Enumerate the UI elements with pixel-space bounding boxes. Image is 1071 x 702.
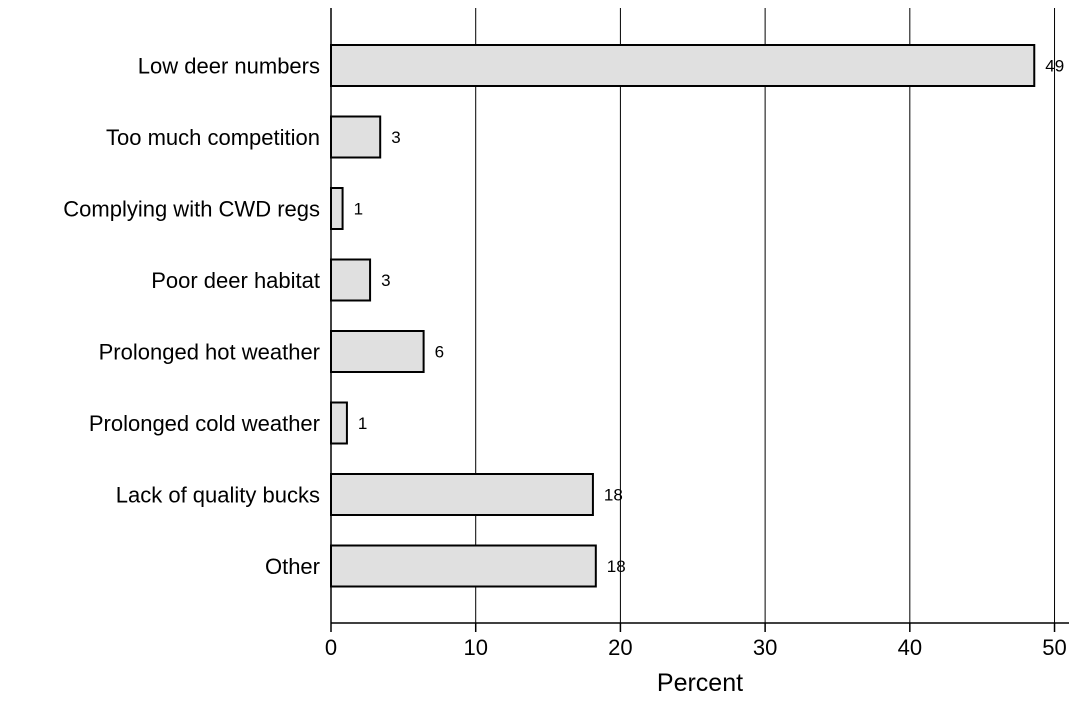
x-tick-label: 50	[1042, 635, 1066, 660]
x-axis-title: Percent	[657, 669, 743, 697]
bar	[330, 187, 344, 230]
data-label: 3	[391, 128, 400, 147]
x-tick-label: 10	[463, 635, 487, 660]
x-tick-label: 0	[325, 635, 337, 660]
bar	[330, 115, 382, 159]
x-tick-label: 30	[753, 635, 777, 660]
category-label: Poor deer habitat	[151, 268, 320, 293]
category-label: Prolonged cold weather	[89, 411, 320, 436]
x-tick-label: 20	[608, 635, 632, 660]
bar	[330, 544, 597, 588]
axes	[330, 8, 1069, 632]
category-label: Complying with CWD regs	[63, 197, 320, 222]
labels: Low deer numbers 49 Too much competition 3 C…	[63, 54, 1067, 661]
gridlines	[475, 8, 1056, 623]
data-label: 18	[607, 557, 626, 576]
category-label: Prolonged hot weather	[99, 340, 320, 365]
category-label: Other	[265, 554, 320, 579]
category-label: Too much competition	[106, 125, 320, 150]
bar	[330, 330, 425, 373]
data-label: 1	[354, 200, 363, 219]
bar	[330, 473, 594, 516]
bar	[330, 44, 1036, 87]
category-label: Low deer numbers	[138, 54, 320, 79]
bars	[330, 44, 1036, 588]
data-label: 18	[604, 486, 623, 505]
bar	[330, 258, 372, 302]
data-label: 3	[381, 271, 390, 290]
data-label: 1	[358, 414, 367, 433]
data-label: 6	[435, 343, 444, 362]
x-tick-label: 40	[898, 635, 922, 660]
bar	[330, 401, 348, 445]
data-label: 49	[1045, 57, 1064, 76]
category-label: Lack of quality bucks	[116, 483, 320, 508]
